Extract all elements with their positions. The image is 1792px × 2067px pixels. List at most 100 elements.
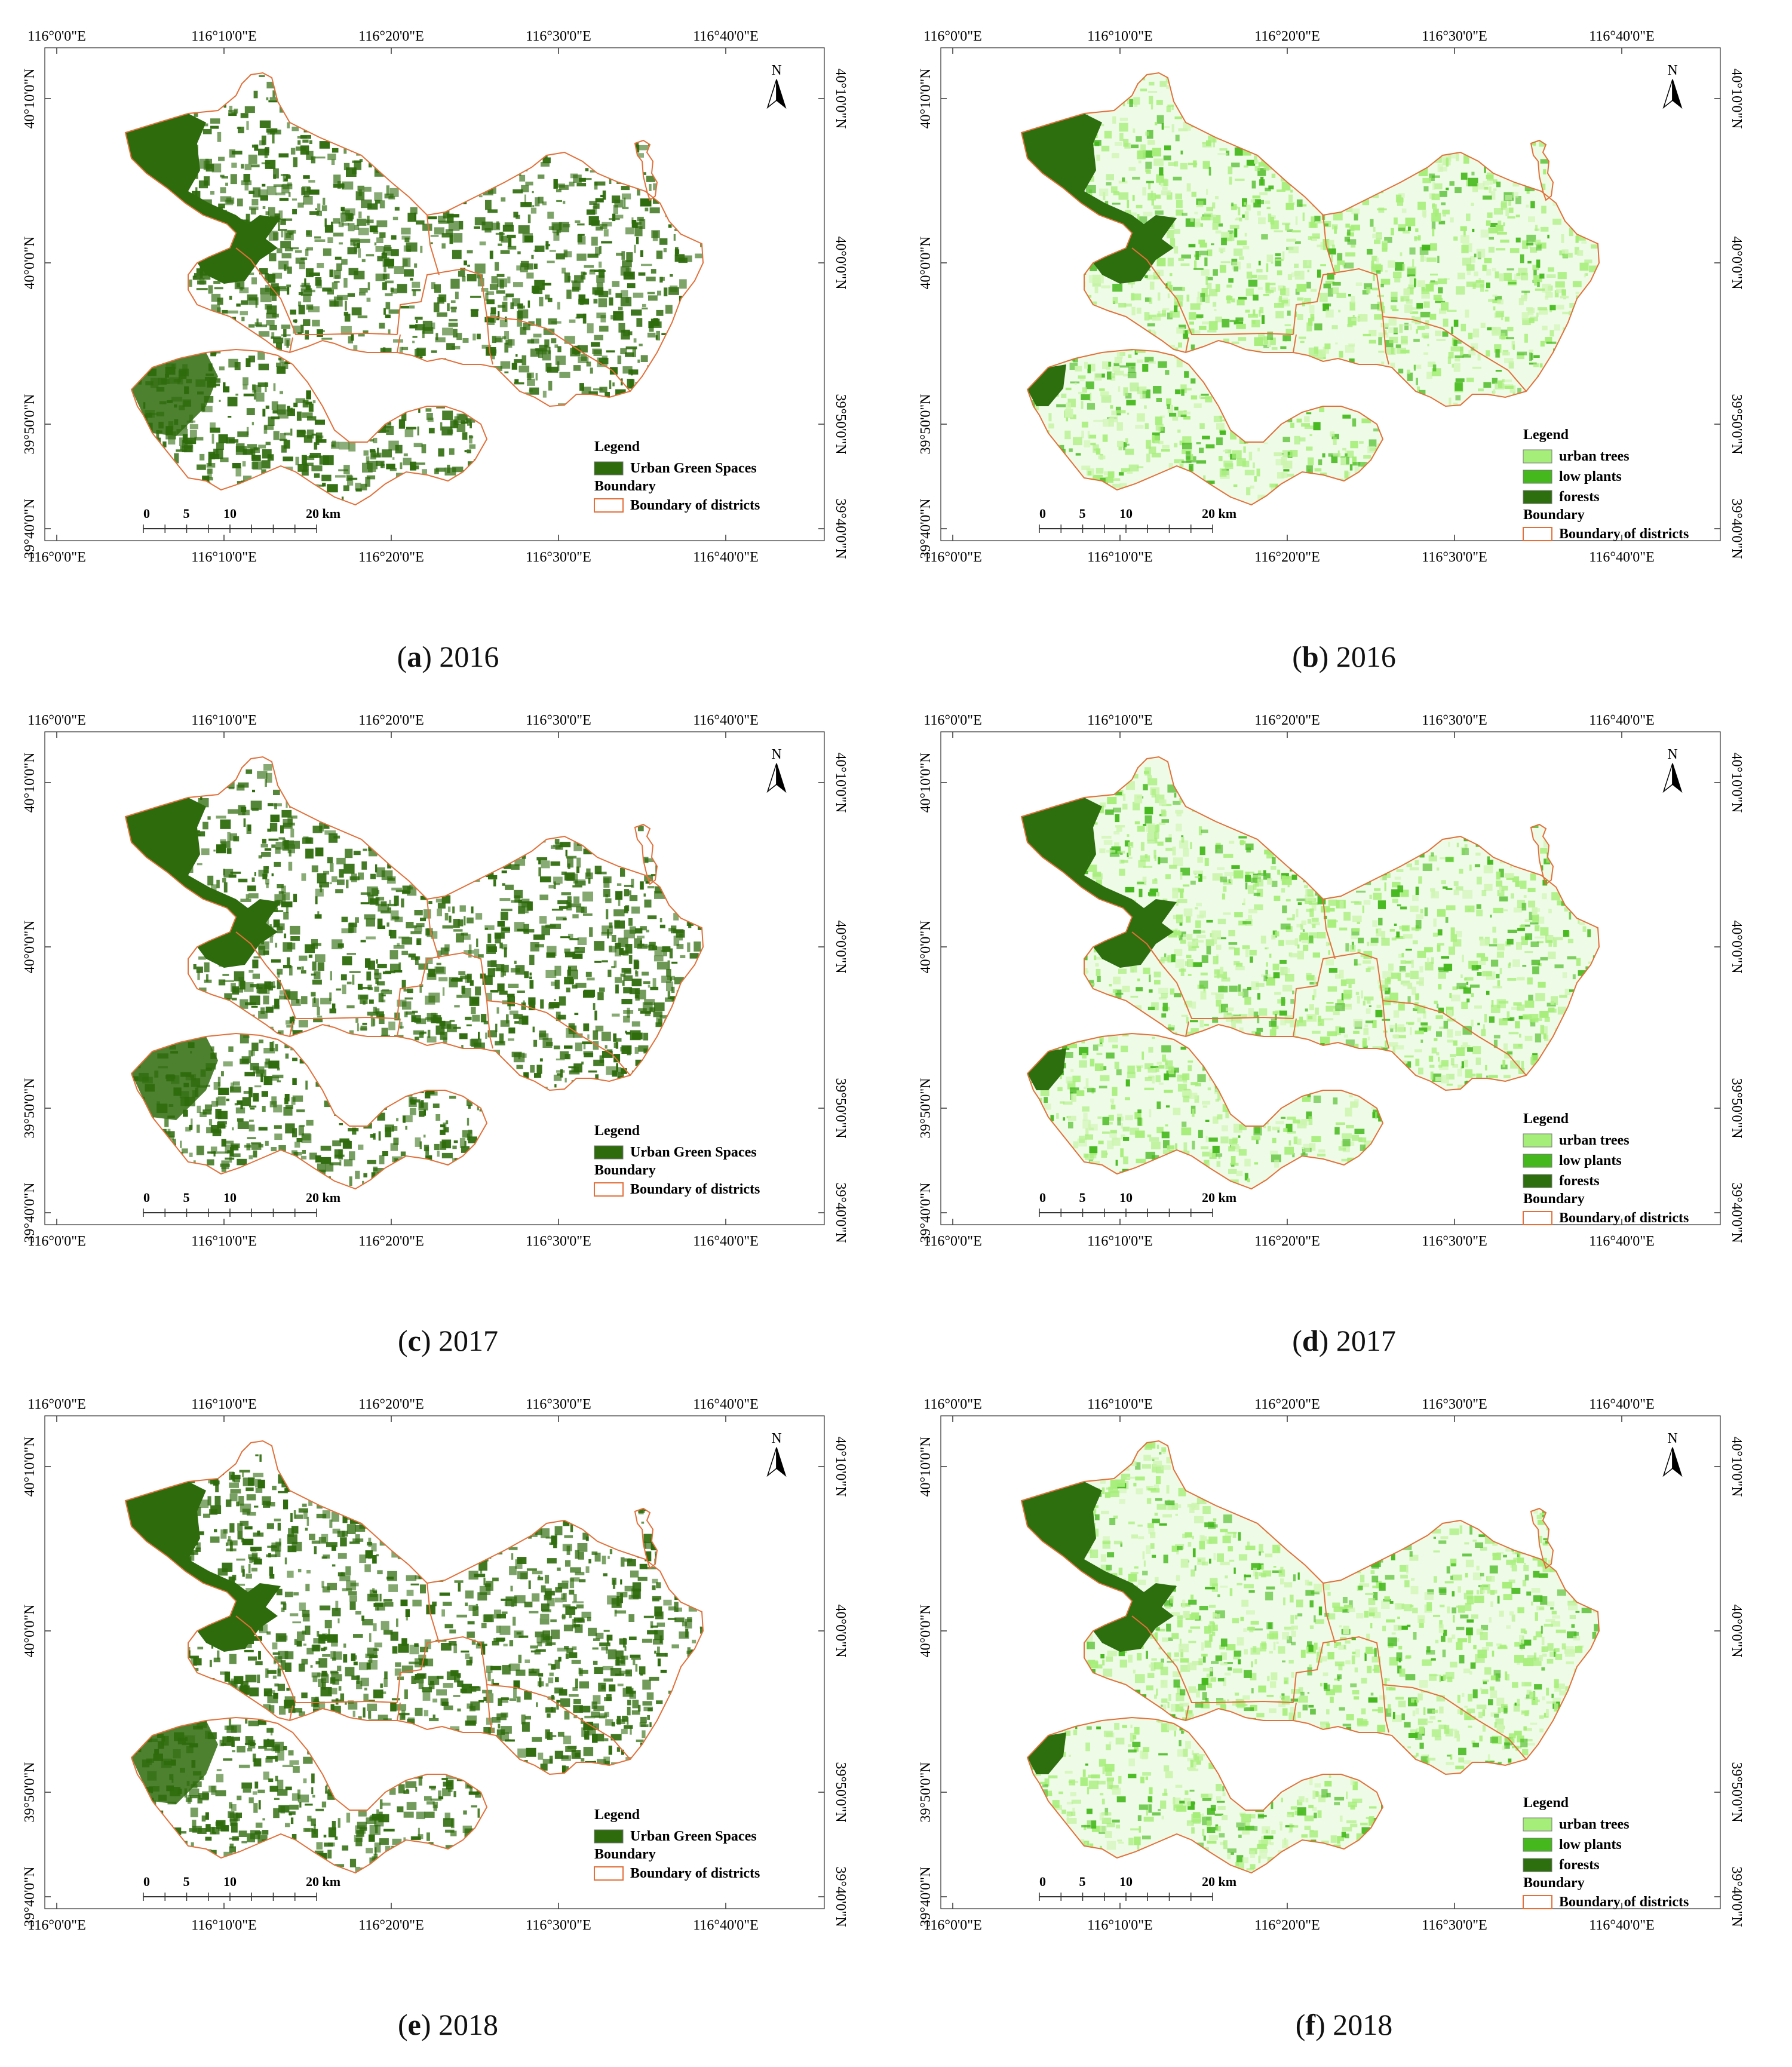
vegetation-patch <box>1446 188 1449 190</box>
vegetation-patch <box>303 400 309 407</box>
vegetation-patch <box>366 254 375 256</box>
vegetation-patch <box>339 222 344 227</box>
vegetation-patch <box>513 212 518 218</box>
vegetation-patch <box>1512 192 1518 198</box>
vegetation-patch <box>1180 163 1187 170</box>
vegetation-patch <box>1258 287 1263 290</box>
vegetation-patch <box>316 436 324 438</box>
vegetation-patch <box>633 348 636 357</box>
vegetation-patch <box>334 296 343 306</box>
vegetation-patch <box>1191 395 1197 400</box>
vegetation-patch <box>1474 272 1478 277</box>
vegetation-patch <box>332 148 339 153</box>
vegetation-patch <box>1189 466 1192 471</box>
vegetation-patch <box>1338 450 1340 457</box>
vegetation-patch <box>1401 296 1410 301</box>
vegetation-patch <box>1351 245 1355 248</box>
vegetation-patch <box>1237 240 1247 245</box>
vegetation-patch <box>1465 309 1469 317</box>
vegetation-patch <box>492 276 498 283</box>
vegetation-patch <box>486 349 496 354</box>
vegetation-patch <box>1207 330 1216 332</box>
vegetation-patch <box>634 338 637 342</box>
vegetation-patch <box>1107 372 1112 380</box>
vegetation-patch <box>1130 382 1139 391</box>
vegetation-patch <box>449 319 458 321</box>
vegetation-patch <box>1542 326 1547 330</box>
vegetation-patch <box>422 444 426 453</box>
vegetation-patch <box>283 456 293 461</box>
panel-caption: (a) 2016 <box>9 639 887 674</box>
vegetation-patch <box>1194 212 1198 214</box>
vegetation-patch <box>1535 289 1545 291</box>
latitude-label-right: 39°50'0"N <box>1729 394 1744 454</box>
vegetation-patch <box>1151 104 1153 109</box>
vegetation-patch <box>1274 452 1282 456</box>
vegetation-patch <box>497 274 505 277</box>
vegetation-patch <box>377 256 382 262</box>
vegetation-patch <box>606 350 615 352</box>
vegetation-patch <box>1140 88 1147 91</box>
vegetation-patch <box>450 307 456 309</box>
vegetation-patch <box>1535 240 1541 245</box>
vegetation-patch <box>1194 260 1196 269</box>
vegetation-patch <box>1182 443 1192 449</box>
vegetation-patch <box>1219 456 1223 461</box>
vegetation-patch <box>1137 413 1145 422</box>
vegetation-patch <box>665 305 673 314</box>
vegetation-patch <box>599 326 609 332</box>
vegetation-patch <box>1306 282 1311 289</box>
vegetation-patch <box>1414 278 1416 287</box>
vegetation-patch <box>197 280 206 284</box>
vegetation-patch <box>1287 311 1291 316</box>
vegetation-patch <box>612 281 620 287</box>
vegetation-patch <box>400 462 402 469</box>
vegetation-patch <box>1155 122 1157 125</box>
vegetation-patch <box>292 198 297 200</box>
vegetation-patch <box>241 317 244 321</box>
vegetation-patch <box>1460 346 1463 355</box>
vegetation-patch <box>551 321 561 324</box>
vegetation-patch <box>1168 162 1176 166</box>
vegetation-patch <box>322 206 327 211</box>
vegetation-patch <box>1257 469 1260 477</box>
vegetation-patch <box>358 315 367 318</box>
vegetation-patch <box>1526 235 1536 242</box>
vegetation-patch <box>1104 131 1112 139</box>
vegetation-patch <box>500 280 504 289</box>
vegetation-patch <box>1356 283 1363 286</box>
vegetation-patch <box>648 333 656 338</box>
vegetation-patch <box>302 140 308 143</box>
vegetation-patch <box>290 429 292 436</box>
vegetation-patch <box>627 283 636 288</box>
vegetation-patch <box>414 263 417 268</box>
vegetation-patch <box>246 358 250 367</box>
vegetation-patch <box>1413 339 1420 342</box>
vegetation-patch <box>1423 336 1429 339</box>
vegetation-patch <box>437 297 444 303</box>
vegetation-patch <box>1306 447 1312 451</box>
vegetation-patch <box>1359 441 1364 444</box>
vegetation-patch <box>531 255 533 259</box>
vegetation-patch <box>578 299 589 305</box>
vegetation-patch <box>1432 203 1435 207</box>
vegetation-patch <box>345 314 351 322</box>
vegetation-patch <box>281 363 288 370</box>
vegetation-patch <box>413 336 418 338</box>
vegetation-patch <box>379 232 385 238</box>
vegetation-patch <box>1295 271 1305 280</box>
vegetation-patch <box>632 220 637 228</box>
vegetation-patch <box>272 314 279 317</box>
vegetation-patch <box>1233 266 1238 272</box>
vegetation-patch <box>1207 250 1213 256</box>
vegetation-patch <box>1261 234 1268 240</box>
vegetation-patch <box>1389 318 1397 326</box>
vegetation-patch <box>1423 256 1426 261</box>
vegetation-patch <box>1258 217 1266 224</box>
vegetation-patch <box>613 215 623 219</box>
vegetation-patch <box>426 408 432 412</box>
vegetation-patch <box>330 269 333 277</box>
vegetation-patch <box>576 314 586 318</box>
vegetation-patch <box>370 226 378 232</box>
vegetation-patch <box>1300 437 1306 441</box>
